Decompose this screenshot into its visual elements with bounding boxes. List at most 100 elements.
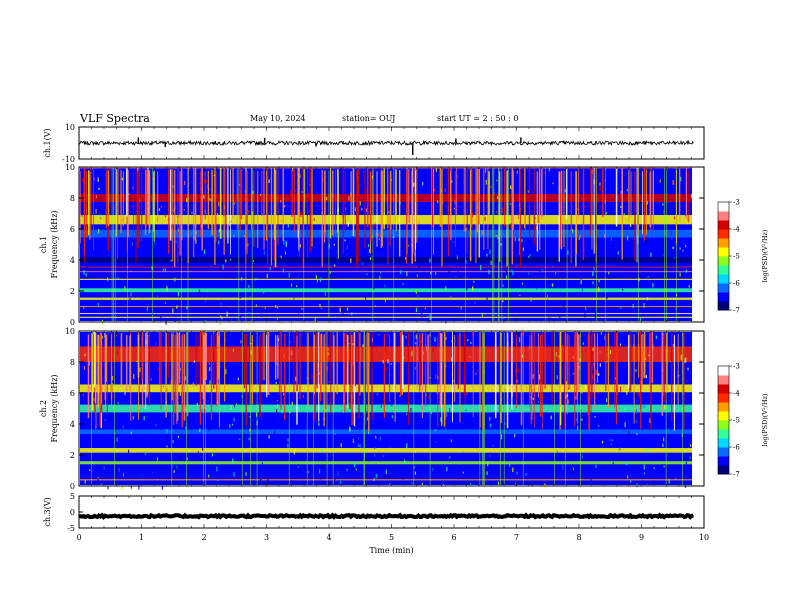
sp2-ytick-label-3: 6 (70, 389, 75, 398)
cb2-segment-4 (718, 429, 729, 439)
cb1-tick-label-0: -3 (733, 199, 740, 207)
sp1-band-11 (80, 313, 692, 315)
cb2-tick-label-1: -4 (733, 390, 740, 398)
sp1-band-4 (80, 257, 692, 263)
sp1-bands (80, 167, 692, 318)
cb1-label: log(PSD)(V²/Hz) (761, 229, 769, 282)
xtick-label-3: 3 (264, 533, 269, 542)
sp1-band-3 (80, 229, 692, 238)
cb2-segment-8 (718, 393, 729, 403)
xtick-label-5: 5 (389, 533, 394, 542)
cb2-segment-1 (718, 456, 729, 466)
xtick-label-2: 2 (201, 533, 206, 542)
cb2-tick-label-4: -7 (733, 471, 740, 479)
cb1-segment-9 (718, 220, 729, 230)
time-axis: 0 1 2 3 4 5 6 7 8 9 10 Time (min) (76, 533, 709, 555)
sp1-band-10 (80, 306, 692, 308)
ch1-spectrogram-panel: 0 2 4 6 8 10 ch.1 Frequency (kHz) (39, 163, 705, 327)
ch1-ylabel: ch.1(V) (43, 128, 52, 157)
cb1-segment-11 (718, 202, 729, 212)
cb1-segment-5 (718, 256, 729, 266)
figure-title: VLF Spectra (80, 112, 150, 125)
sp1-band-1 (80, 194, 692, 202)
sp1-ytick-label-5: 10 (65, 163, 75, 172)
xtick-label-4: 4 (326, 533, 331, 542)
sp2-ytick-label-4: 8 (70, 358, 75, 367)
cb2-segment-0 (718, 465, 729, 475)
cb2-tick-label-3: -6 (733, 444, 740, 452)
cb1-tick-label-2: -5 (733, 253, 740, 261)
xtick-label-9: 9 (639, 533, 644, 542)
cb2-segment-2 (718, 447, 729, 457)
cb2-tick-label-0: -3 (733, 363, 740, 371)
cb1-segment-0 (718, 301, 729, 311)
cb1-segment-10 (718, 211, 729, 221)
cb2-segment-10 (718, 375, 729, 385)
sp1-ylabel-channel: ch.1 (39, 236, 48, 253)
sp1-texture (79, 167, 693, 326)
sp2-band-2 (80, 404, 692, 413)
start-ut-label: start UT = 2 : 50 : 0 (437, 114, 519, 123)
xlabel: Time (min) (369, 546, 413, 555)
cb2-label: log(PSD)(V²/Hz) (761, 393, 769, 446)
sp1-band-2 (80, 215, 692, 225)
xtick-label-0: 0 (76, 533, 81, 542)
cb2-segment-3 (718, 438, 729, 448)
sp1-ytick-label-1: 2 (70, 287, 75, 296)
cb2-segment-7 (718, 402, 729, 412)
ch3-ytick-label-0: 5 (70, 492, 75, 501)
ch1-ytick-label-1: -10 (62, 155, 75, 164)
cb1-segment-4 (718, 265, 729, 275)
cb2-tick-label-2: -5 (733, 417, 740, 425)
cb2-segment-6 (718, 411, 729, 421)
sp2-ytick-label-5: 10 (65, 327, 75, 336)
sp1-band-0 (80, 167, 692, 169)
sp2-band-4 (80, 448, 692, 453)
sp1-band-7 (80, 278, 692, 280)
sp1-ytick-label-2: 4 (70, 256, 75, 265)
xtick-label-7: 7 (514, 533, 519, 542)
sp2-band-5 (80, 461, 692, 465)
sp2-band-6 (80, 479, 692, 481)
ch1-colorbar: -3 -4 -5 -6 -7 log(PSD)(V²/Hz) (717, 199, 769, 315)
ch3-frame (78, 495, 705, 529)
sp1-ytick-label-4: 8 (70, 194, 75, 203)
sp1-ylabel-frequency: Frequency (kHz) (50, 210, 59, 278)
sp1-band-5 (80, 271, 692, 273)
station-label: station= OUJ (342, 114, 396, 123)
cb2-segment-11 (718, 366, 729, 376)
xtick-label-6: 6 (451, 533, 456, 542)
cb2-segment-5 (718, 420, 729, 430)
date-label: May 10, 2024 (250, 114, 306, 123)
xtick-label-10: 10 (699, 533, 709, 542)
sp2-ytick-label-2: 4 (70, 420, 75, 429)
cb1-segment-7 (718, 238, 729, 248)
sp2-ylabel-frequency: Frequency (kHz) (50, 374, 59, 442)
cb1-segment-8 (718, 229, 729, 239)
sp1-band-6 (80, 266, 692, 268)
ch1-ytick-label-0: 10 (65, 123, 75, 132)
sp2-band-3 (80, 429, 692, 435)
sp1-band-9 (80, 297, 692, 300)
xtick-label-1: 1 (139, 533, 144, 542)
ch2-spectrogram-panel: 0 2 4 6 8 10 ch.2 Frequency (kHz) (39, 327, 705, 491)
ch2-colorbar: -3 -4 -5 -6 -7 log(PSD)(V²/Hz) (717, 363, 769, 479)
ch3-ytick-label-1: 0 (70, 508, 75, 517)
cb2-segment-9 (718, 384, 729, 394)
cb1-segment-2 (718, 283, 729, 293)
ch1-waveform-panel: 10 -10 ch.1(V) (43, 123, 705, 164)
sp2-ytick-label-1: 2 (70, 451, 75, 460)
cb1-segment-3 (718, 274, 729, 284)
cb1-segment-6 (718, 247, 729, 257)
cb1-tick-label-3: -6 (733, 280, 740, 288)
ch3-trace (78, 512, 694, 520)
ch3-ytick-label-2: -5 (67, 524, 75, 533)
sp1-band-8 (80, 288, 692, 293)
sp1-ytick-label-0: 0 (70, 318, 75, 327)
sp2-ylabel-channel: ch.2 (39, 400, 48, 417)
ch3-waveform-panel: 5 0 -5 ch.3(V) (43, 492, 705, 533)
xtick-label-8: 8 (576, 533, 581, 542)
cb1-segment-1 (718, 292, 729, 302)
cb1-tick-label-4: -7 (733, 307, 740, 315)
